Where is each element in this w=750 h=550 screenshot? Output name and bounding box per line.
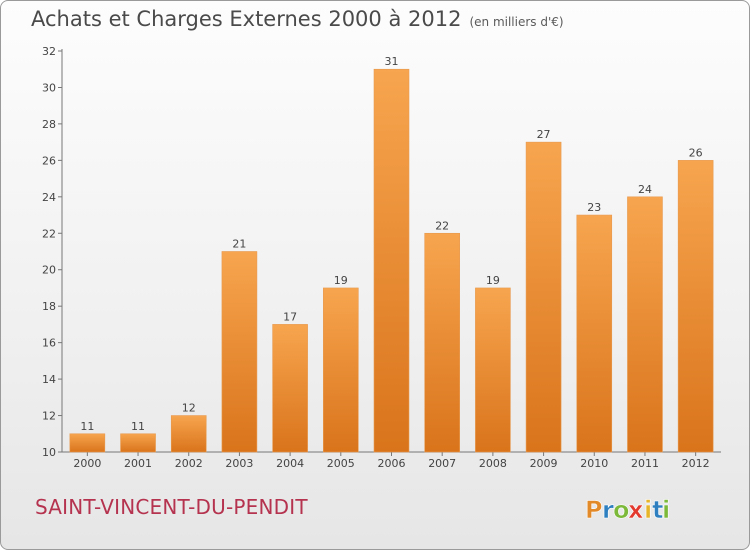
bar <box>69 433 106 453</box>
y-tick-label: 16 <box>42 337 56 350</box>
bar <box>576 214 613 453</box>
bar-value-label: 21 <box>232 238 246 251</box>
logo-letter: i <box>644 496 652 524</box>
bar-value-label: 11 <box>131 420 145 433</box>
bar <box>677 160 714 453</box>
bar <box>120 433 156 453</box>
chart-title: Achats et Charges Externes 2000 à 2012 (e… <box>31 7 564 31</box>
x-tick-label: 2012 <box>682 457 710 470</box>
bar <box>475 287 511 453</box>
bar-value-label: 22 <box>435 219 449 232</box>
x-tick-label: 2004 <box>276 457 304 470</box>
x-tick-label: 2007 <box>428 457 456 470</box>
y-tick-label: 26 <box>42 154 56 167</box>
bar <box>221 251 258 453</box>
logo-letter: i <box>662 496 670 524</box>
x-tick-label: 2011 <box>631 457 659 470</box>
y-tick-label: 20 <box>42 264 56 277</box>
bar <box>627 196 663 453</box>
bar <box>170 415 207 453</box>
bar-value-label: 31 <box>385 55 399 68</box>
x-tick-label: 2001 <box>124 457 152 470</box>
x-tick-label: 2006 <box>378 457 406 470</box>
bar <box>373 68 410 453</box>
x-tick-label: 2009 <box>530 457 558 470</box>
bar-value-label: 19 <box>486 274 500 287</box>
y-tick-label: 22 <box>42 227 56 240</box>
bar <box>525 141 562 453</box>
x-tick-label: 2003 <box>225 457 253 470</box>
y-tick-label: 14 <box>42 373 56 386</box>
chart-unit: (en milliers d'€) <box>469 15 564 29</box>
x-tick-label: 2002 <box>175 457 203 470</box>
y-tick-label: 10 <box>42 446 56 459</box>
x-tick-label: 2000 <box>73 457 101 470</box>
bar-value-label: 19 <box>334 274 348 287</box>
bar-value-label: 12 <box>182 402 196 415</box>
logo-letter: t <box>652 496 663 524</box>
y-tick-label: 18 <box>42 300 56 313</box>
bar <box>272 324 308 453</box>
y-tick-label: 12 <box>42 410 56 423</box>
x-tick-label: 2008 <box>479 457 507 470</box>
logo-letter: x <box>628 496 644 524</box>
x-tick-label: 2010 <box>580 457 608 470</box>
logo-letter: r <box>602 496 614 524</box>
bar-value-label: 11 <box>80 420 94 433</box>
commune-name: SAINT-VINCENT-DU-PENDIT <box>35 495 308 519</box>
y-tick-label: 28 <box>42 118 56 131</box>
y-tick-label: 32 <box>42 45 56 58</box>
bar-value-label: 24 <box>638 183 652 196</box>
y-tick-label: 30 <box>42 81 56 94</box>
bar-value-label: 23 <box>587 201 601 214</box>
bar <box>323 287 359 453</box>
bar-value-label: 17 <box>283 310 297 323</box>
bar-value-label: 26 <box>689 146 703 159</box>
logo-letter: o <box>613 496 630 524</box>
y-tick-label: 24 <box>42 191 56 204</box>
logo-letter: P <box>585 496 603 524</box>
bar <box>424 232 460 453</box>
x-tick-label: 2005 <box>327 457 355 470</box>
chart-title-text: Achats et Charges Externes 2000 à 2012 <box>31 7 462 31</box>
bar-value-label: 27 <box>537 128 551 141</box>
